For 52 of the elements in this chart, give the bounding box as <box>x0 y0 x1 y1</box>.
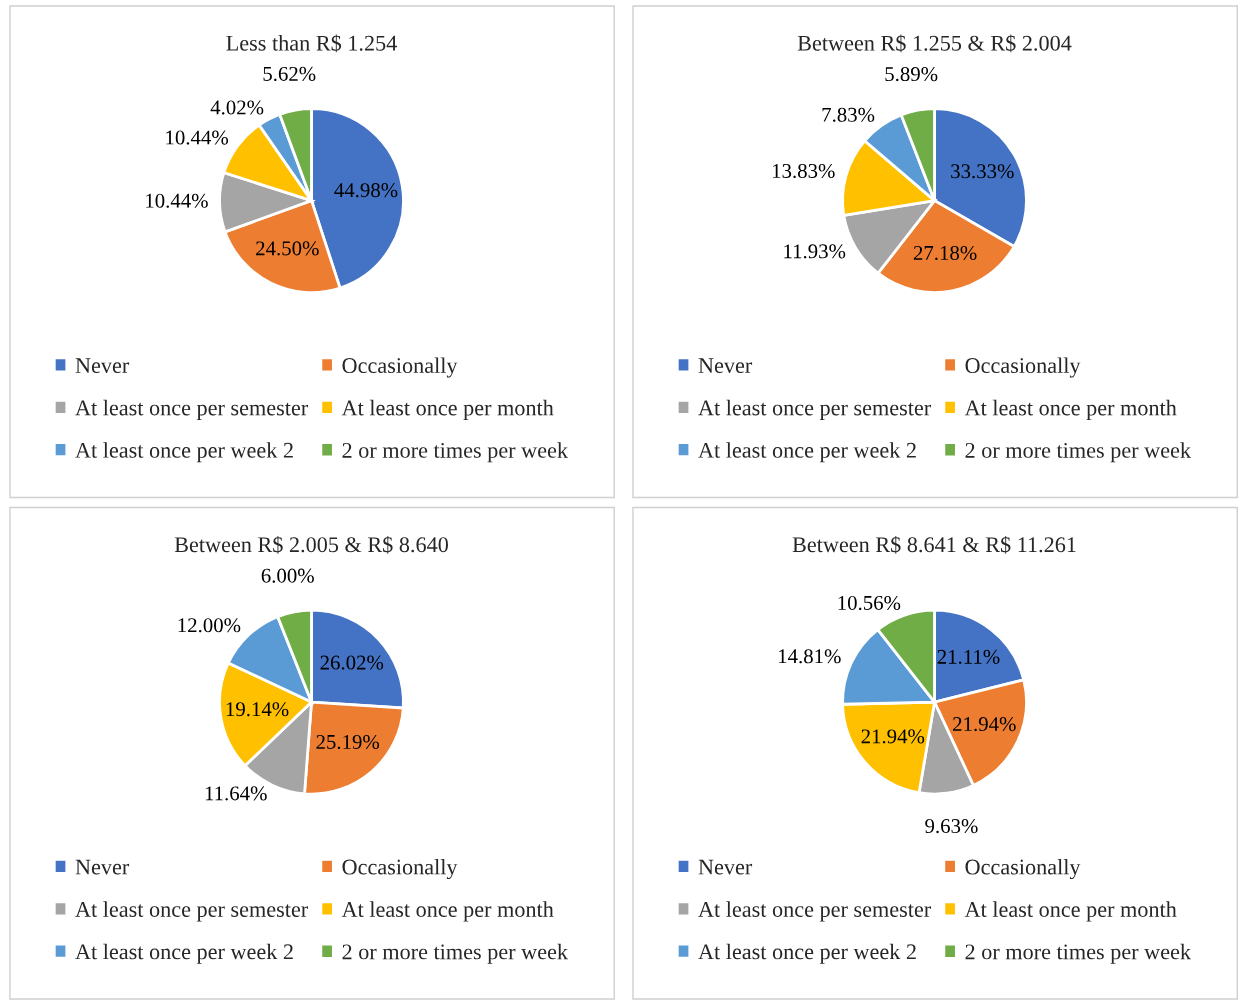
legend-label: At least once per month <box>341 901 554 922</box>
legend-label: 2 or more times per week <box>342 442 569 463</box>
legend-label: 2 or more times per week <box>342 943 569 964</box>
chart-title: Between R$ 2.005 & R$ 8.640 <box>174 535 448 554</box>
data-label: 33.33% <box>951 164 1014 179</box>
legend-label: At least once per week 2 <box>75 943 293 964</box>
data-label: 44.98% <box>334 183 398 198</box>
legend-label: At least once per semester <box>698 901 932 922</box>
legend-label: At least once per month <box>341 399 554 420</box>
data-label: 21.94% <box>953 717 1016 732</box>
data-label: 27.18% <box>913 245 977 261</box>
legend-label: At least once per semester <box>75 399 309 420</box>
data-label: 4.02% <box>210 100 264 115</box>
legend-label: At least once per week 2 <box>698 442 916 463</box>
data-label: 24.50% <box>256 241 319 256</box>
legend-label: At least once per month <box>964 399 1177 420</box>
data-label: 11.64% <box>205 786 267 801</box>
data-label: 7.83% <box>822 107 875 122</box>
data-label: 10.56% <box>838 595 901 611</box>
data-label: 5.89% <box>885 67 938 82</box>
data-label: 10.44% <box>146 193 208 208</box>
legend-label: Occasionally <box>965 357 1081 378</box>
legend-label: 2 or more times per week <box>965 943 1192 964</box>
chart-title: Between R$ 8.641 & R$ 11.261 <box>792 535 1076 554</box>
data-label: 26.02% <box>320 655 384 670</box>
data-label: 5.62% <box>263 66 316 81</box>
legend-label: At least once per month <box>964 901 1177 922</box>
chart-title: Between R$ 1.255 & R$ 2.004 <box>797 34 1072 53</box>
legend-label: Occasionally <box>342 357 458 378</box>
legend-label: Never <box>75 358 130 374</box>
data-label: 10.44% <box>166 130 229 145</box>
legend-label: At least once per week 2 <box>75 442 293 463</box>
data-label: 21.94% <box>861 729 925 744</box>
data-label: 21.11% <box>937 649 1000 664</box>
data-label: 13.83% <box>772 163 835 179</box>
legend-label: Occasionally <box>965 858 1081 880</box>
legend-label: At least once per week 2 <box>698 943 916 964</box>
legend-label: At least once per semester <box>698 399 932 420</box>
legend-label: Never <box>698 358 753 374</box>
data-label: 6.00% <box>261 568 314 583</box>
legend-label: Occasionally <box>342 858 458 880</box>
data-label: 12.00% <box>178 618 241 633</box>
data-label: 11.93% <box>784 244 846 259</box>
data-label: 9.63% <box>925 819 978 834</box>
data-label: 25.19% <box>316 734 380 750</box>
legend-label: Never <box>698 859 753 875</box>
data-label: 14.81% <box>779 649 841 664</box>
legend-label: 2 or more times per week <box>965 442 1192 463</box>
data-label: 19.14% <box>226 702 289 717</box>
legend-label: Never <box>75 859 130 875</box>
chart-title: Less than R$ 1.254 <box>226 34 397 53</box>
legend-label: At least once per semester <box>75 901 309 922</box>
